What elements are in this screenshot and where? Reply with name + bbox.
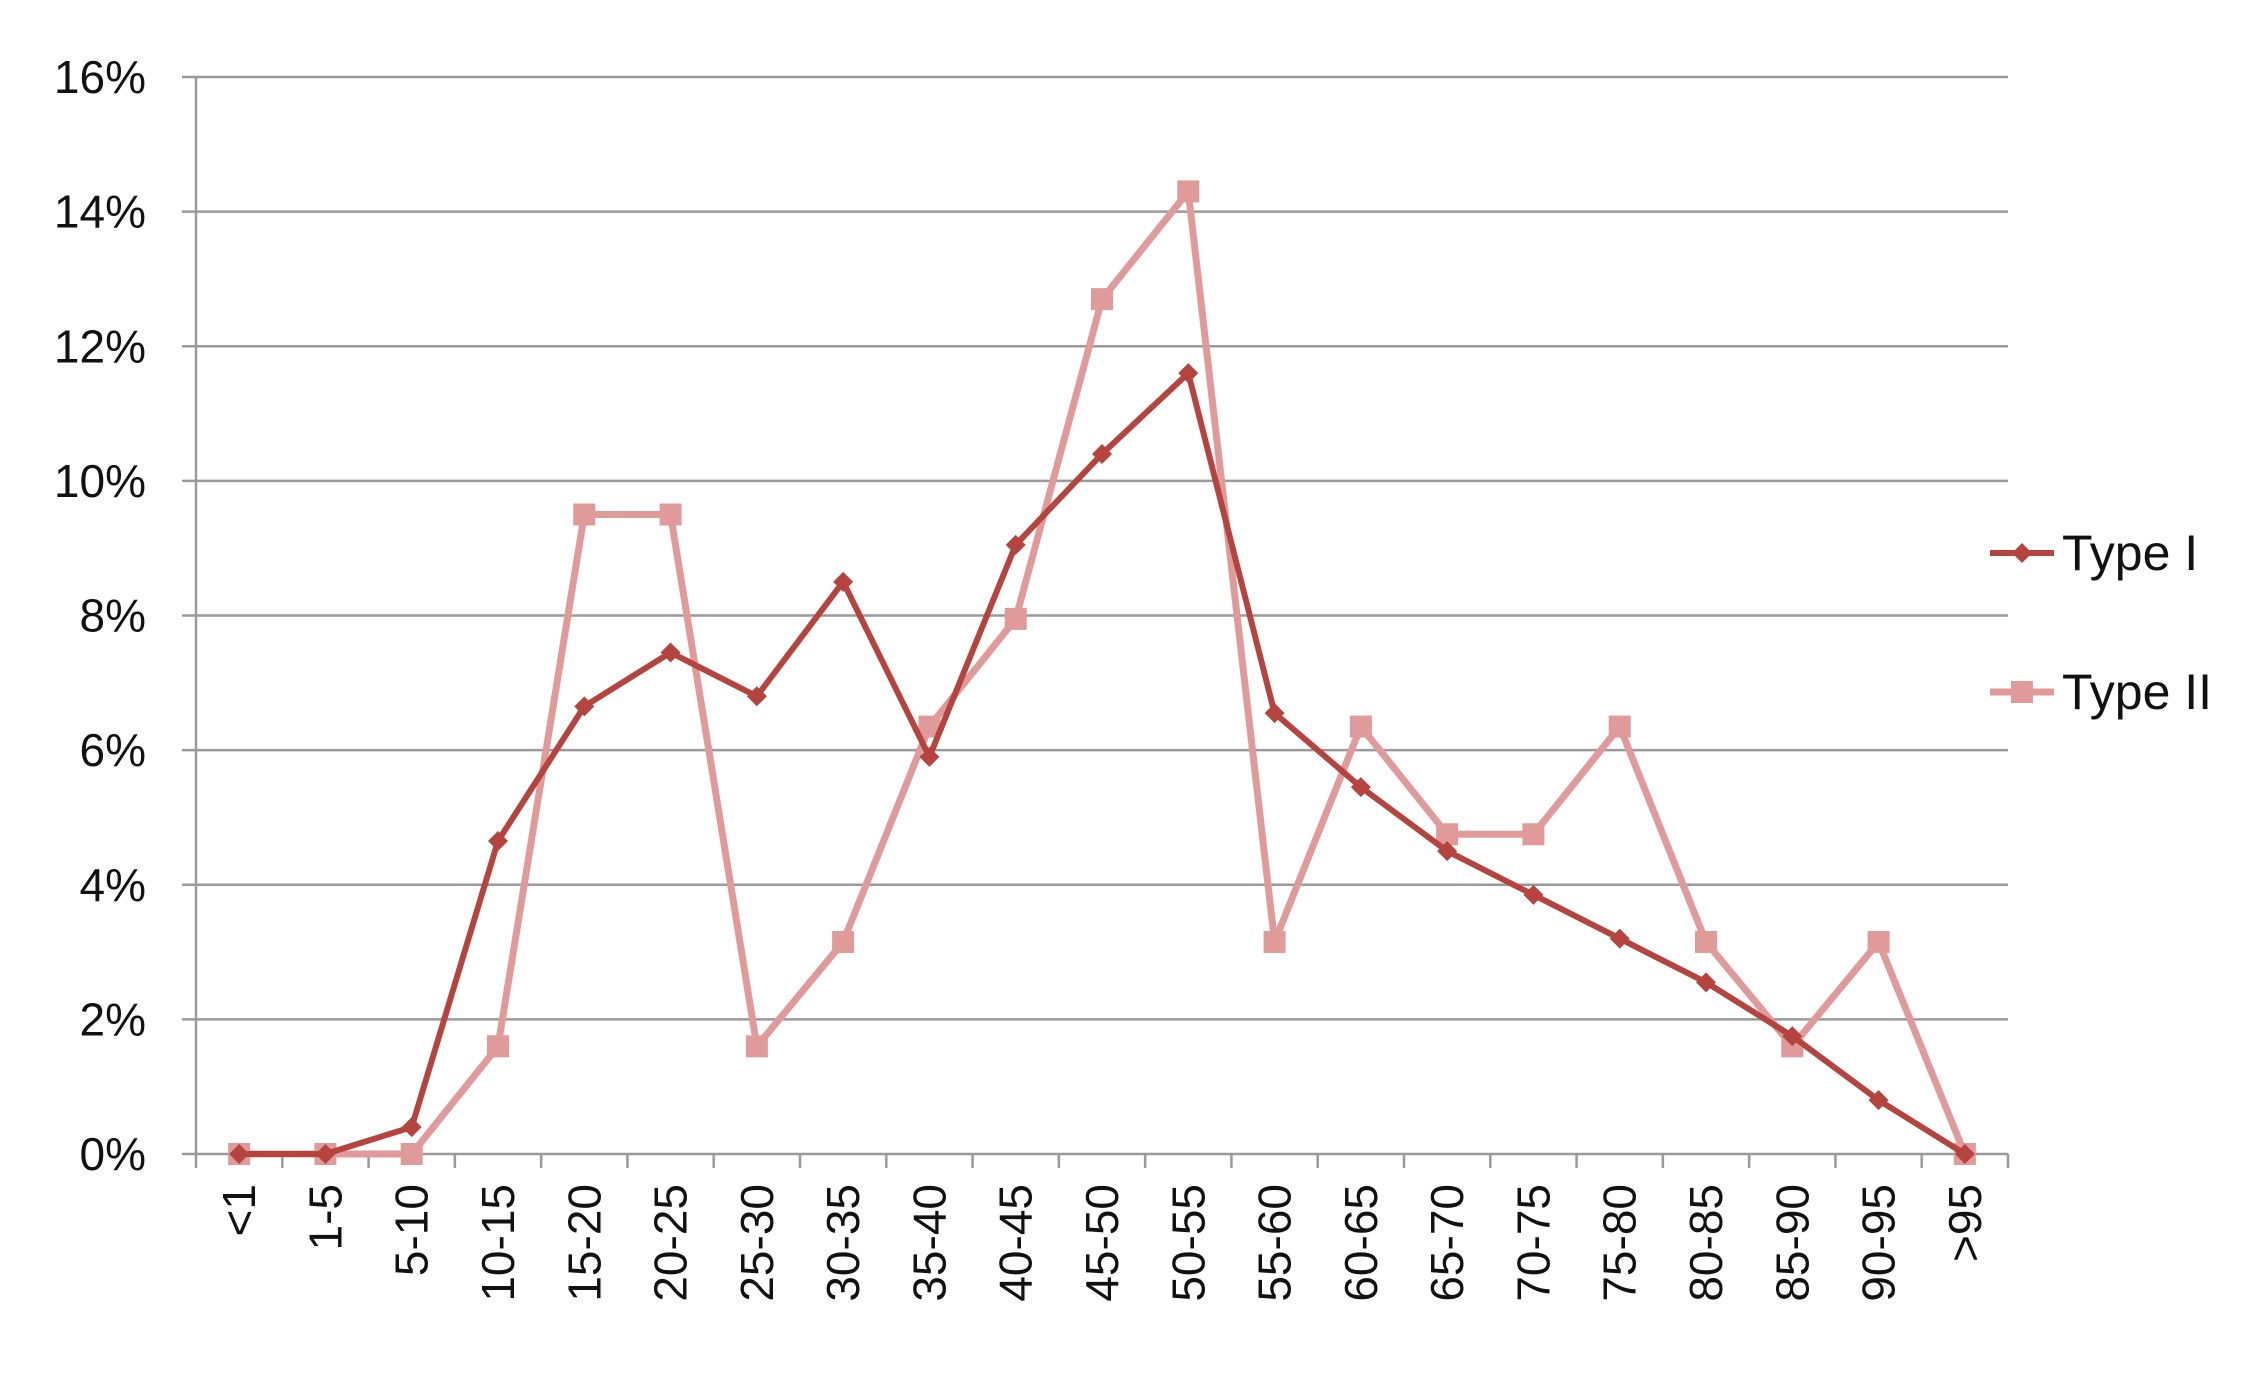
data-point bbox=[1868, 1090, 1889, 1111]
data-point bbox=[487, 1035, 509, 1058]
x-tick-label: 70-75 bbox=[1507, 1184, 1559, 1302]
x-axis-ticks: <1 1-5 5-10 10-15 15-20 20-25 25-30 30-35 35-40 4… bbox=[194, 1154, 2010, 1302]
data-point bbox=[1437, 841, 1458, 862]
data-point bbox=[1696, 972, 1716, 993]
data-point bbox=[1005, 534, 1026, 555]
legend-swatch-marker bbox=[2012, 543, 2032, 563]
legend-label: Type I bbox=[2062, 525, 2198, 581]
data-point bbox=[919, 746, 940, 767]
x-tick-label: 40-45 bbox=[990, 1184, 1042, 1302]
x-tick-label: 30-35 bbox=[817, 1184, 869, 1302]
series-group bbox=[228, 180, 1976, 1165]
data-point bbox=[918, 715, 941, 738]
data-point bbox=[1263, 930, 1286, 953]
y-tick-label: 10% bbox=[54, 455, 146, 507]
data-point bbox=[401, 1117, 422, 1138]
y-axis-ticks: 0% 2% 4% 6% 8% 10% 12% 14% 16% bbox=[54, 51, 196, 1180]
series-2 bbox=[228, 180, 1976, 1165]
data-point bbox=[574, 696, 595, 717]
data-point bbox=[745, 1035, 768, 1058]
data-point bbox=[573, 503, 596, 526]
data-point bbox=[1782, 1026, 1803, 1047]
data-point bbox=[1954, 1144, 1975, 1164]
x-tick-label: 80-85 bbox=[1680, 1184, 1732, 1302]
data-point bbox=[1522, 823, 1545, 846]
x-tick-label: 60-65 bbox=[1335, 1184, 1387, 1302]
data-point bbox=[832, 930, 855, 953]
legend: Type I Type II bbox=[1990, 525, 2212, 720]
x-tick-label: 85-90 bbox=[1766, 1184, 1818, 1302]
legend-label: Type II bbox=[2062, 664, 2212, 720]
data-point bbox=[1091, 288, 1113, 311]
data-point bbox=[660, 642, 681, 663]
data-point bbox=[1695, 930, 1717, 953]
legend-item: Type II bbox=[1990, 664, 2212, 720]
x-tick-label: 15-20 bbox=[558, 1184, 610, 1302]
data-point bbox=[1436, 823, 1459, 846]
data-point bbox=[400, 1143, 423, 1165]
x-tick-label: 10-15 bbox=[472, 1184, 524, 1302]
data-point bbox=[1092, 443, 1112, 464]
data-point bbox=[1349, 715, 1372, 738]
data-point bbox=[1264, 703, 1285, 724]
data-point bbox=[1867, 930, 1890, 953]
x-tick-label: 65-70 bbox=[1421, 1184, 1473, 1302]
y-tick-label: 14% bbox=[54, 186, 146, 238]
x-tick-label: 75-80 bbox=[1594, 1184, 1646, 1302]
y-tick-label: 12% bbox=[54, 320, 146, 372]
data-point bbox=[1523, 884, 1544, 905]
x-tick-label: 20-25 bbox=[645, 1184, 697, 1302]
data-point bbox=[1609, 928, 1630, 949]
x-tick-label: 45-50 bbox=[1076, 1184, 1128, 1302]
x-tick-label: 1-5 bbox=[299, 1184, 351, 1250]
gridlines bbox=[196, 75, 2008, 1021]
x-tick-label: >95 bbox=[1939, 1184, 1991, 1262]
y-tick-label: 0% bbox=[80, 1128, 146, 1180]
y-tick-label: 6% bbox=[80, 724, 146, 776]
data-point bbox=[1350, 777, 1371, 798]
legend-swatch-marker bbox=[2011, 681, 2033, 703]
data-point bbox=[315, 1144, 336, 1164]
y-tick-label: 16% bbox=[54, 51, 146, 103]
legend-item: Type I bbox=[1990, 525, 2198, 581]
x-tick-label: 55-60 bbox=[1249, 1184, 1301, 1302]
x-tick-label: 5-10 bbox=[386, 1184, 438, 1276]
x-tick-label: 50-55 bbox=[1162, 1184, 1214, 1302]
series-line bbox=[239, 187, 1969, 1158]
data-point bbox=[488, 830, 508, 851]
x-tick-label: 25-30 bbox=[731, 1184, 783, 1302]
data-point bbox=[1178, 363, 1199, 384]
y-tick-label: 4% bbox=[80, 859, 146, 911]
data-point bbox=[1004, 607, 1027, 630]
data-point bbox=[659, 503, 682, 526]
data-point bbox=[1608, 715, 1631, 738]
data-point bbox=[1177, 180, 1200, 203]
x-tick-label: 35-40 bbox=[903, 1184, 955, 1302]
data-point bbox=[746, 686, 767, 707]
x-tick-label: <1 bbox=[213, 1184, 265, 1236]
x-tick-label: 90-95 bbox=[1853, 1184, 1905, 1302]
data-point bbox=[833, 571, 854, 592]
series-1 bbox=[229, 363, 1975, 1164]
data-point bbox=[229, 1144, 250, 1164]
y-tick-label: 8% bbox=[80, 590, 146, 642]
y-tick-label: 2% bbox=[80, 993, 146, 1045]
